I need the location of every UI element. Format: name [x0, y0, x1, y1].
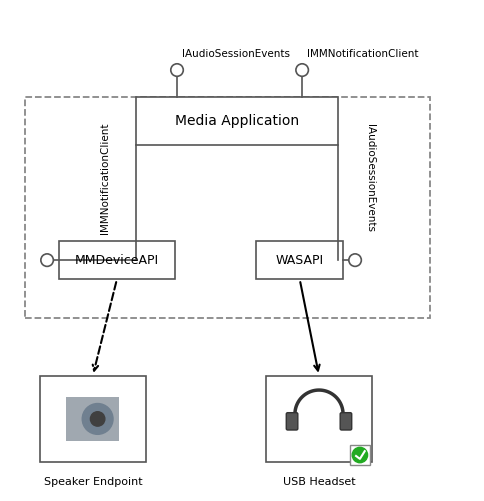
Circle shape [349, 254, 362, 267]
Circle shape [82, 403, 113, 434]
FancyBboxPatch shape [350, 445, 369, 464]
Text: Media Application: Media Application [175, 114, 299, 128]
Text: IAudioSessionEvents: IAudioSessionEvents [182, 49, 290, 59]
FancyBboxPatch shape [59, 241, 175, 280]
FancyBboxPatch shape [66, 397, 119, 440]
Text: IMMNotificationClient: IMMNotificationClient [307, 49, 419, 59]
FancyBboxPatch shape [257, 241, 343, 280]
FancyBboxPatch shape [40, 376, 146, 462]
Text: Speaker Endpoint: Speaker Endpoint [44, 476, 142, 486]
Circle shape [91, 412, 105, 426]
Text: IMMNotificationClient: IMMNotificationClient [100, 123, 110, 234]
Text: MMDeviceAPI: MMDeviceAPI [75, 254, 159, 267]
Text: WASAPI: WASAPI [276, 254, 324, 267]
Circle shape [296, 64, 308, 76]
FancyBboxPatch shape [340, 413, 352, 430]
Circle shape [171, 64, 183, 76]
Text: IAudioSessionEvents: IAudioSessionEvents [364, 124, 375, 232]
FancyBboxPatch shape [286, 413, 298, 430]
Text: USB Headset: USB Headset [283, 476, 355, 486]
Circle shape [41, 254, 53, 267]
Circle shape [352, 447, 368, 463]
FancyBboxPatch shape [136, 97, 338, 145]
FancyBboxPatch shape [266, 376, 372, 462]
